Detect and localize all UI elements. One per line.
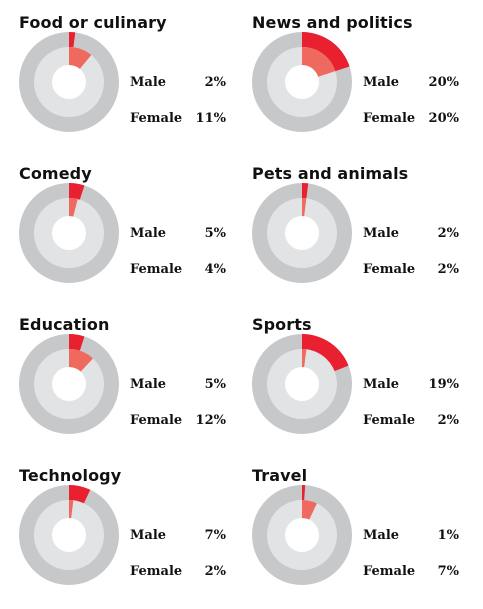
donut-chart bbox=[19, 31, 119, 132]
chart-panel-pets-and-animals: Pets and animals Male 2% Female 2% bbox=[252, 164, 477, 302]
chart-title: Travel bbox=[252, 466, 308, 485]
male-label: Male bbox=[130, 528, 167, 543]
chart-title: Sports bbox=[252, 315, 312, 334]
female-label: Female bbox=[363, 111, 416, 126]
chart-title: Technology bbox=[19, 466, 122, 485]
chart-panel-technology: Technology Male 7% Female 2% bbox=[19, 466, 244, 604]
donut-chart bbox=[19, 183, 119, 283]
female-value: 2% bbox=[437, 413, 459, 428]
chart-title: Food or culinary bbox=[19, 13, 167, 32]
female-value: 7% bbox=[437, 564, 459, 579]
female-label: Female bbox=[363, 262, 416, 277]
chart-panel-education: Education Male 5% Female 12% bbox=[19, 315, 244, 453]
female-label: Female bbox=[363, 564, 416, 579]
male-value: 5% bbox=[204, 226, 226, 241]
chart-title: Comedy bbox=[19, 164, 92, 183]
female-label: Female bbox=[363, 413, 416, 428]
female-value: 11% bbox=[195, 111, 226, 126]
female-value: 4% bbox=[204, 262, 226, 277]
male-label: Male bbox=[363, 377, 400, 392]
female-value: 2% bbox=[437, 262, 459, 277]
donut-hole bbox=[52, 367, 86, 401]
donut-hole bbox=[285, 367, 319, 401]
male-value: 20% bbox=[428, 75, 459, 90]
male-value: 7% bbox=[204, 528, 226, 543]
female-label: Female bbox=[130, 564, 183, 579]
female-label: Female bbox=[130, 413, 183, 428]
donut-hole bbox=[52, 216, 86, 250]
donut-chart bbox=[252, 182, 352, 283]
male-value: 1% bbox=[437, 528, 459, 543]
donut-hole bbox=[285, 65, 319, 99]
chart-panel-news-and-politics: News and politics Male 20% Female 20% bbox=[252, 13, 477, 151]
male-label: Male bbox=[363, 528, 400, 543]
chart-title: Education bbox=[19, 315, 110, 334]
female-value: 20% bbox=[428, 111, 459, 126]
male-value: 2% bbox=[437, 226, 459, 241]
donut-chart bbox=[252, 334, 352, 434]
donut-hole bbox=[52, 518, 86, 552]
female-label: Female bbox=[130, 262, 183, 277]
male-value: 5% bbox=[204, 377, 226, 392]
male-label: Male bbox=[363, 75, 400, 90]
female-value: 12% bbox=[195, 413, 226, 428]
donut-chart bbox=[252, 32, 352, 132]
male-label: Male bbox=[130, 226, 167, 241]
male-label: Male bbox=[130, 75, 167, 90]
donut-chart bbox=[19, 485, 119, 585]
chart-panel-food-or-culinary: Food or culinary Male 2% Female 11% bbox=[19, 13, 244, 151]
donut-chart bbox=[19, 334, 119, 434]
male-label: Male bbox=[130, 377, 167, 392]
female-label: Female bbox=[130, 111, 183, 126]
male-label: Male bbox=[363, 226, 400, 241]
chart-panel-travel: Travel Male 1% Female 7% bbox=[252, 466, 477, 604]
chart-panel-sports: Sports Male 19% Female 2% bbox=[252, 315, 477, 453]
donut-hole bbox=[285, 518, 319, 552]
male-value: 19% bbox=[428, 377, 459, 392]
donut-hole bbox=[52, 65, 86, 99]
chart-panel-comedy: Comedy Male 5% Female 4% bbox=[19, 164, 244, 302]
donut-hole bbox=[285, 216, 319, 250]
chart-title: Pets and animals bbox=[252, 164, 409, 183]
female-value: 2% bbox=[204, 564, 226, 579]
chart-title: News and politics bbox=[252, 13, 413, 32]
donut-chart bbox=[252, 485, 352, 585]
male-value: 2% bbox=[204, 75, 226, 90]
